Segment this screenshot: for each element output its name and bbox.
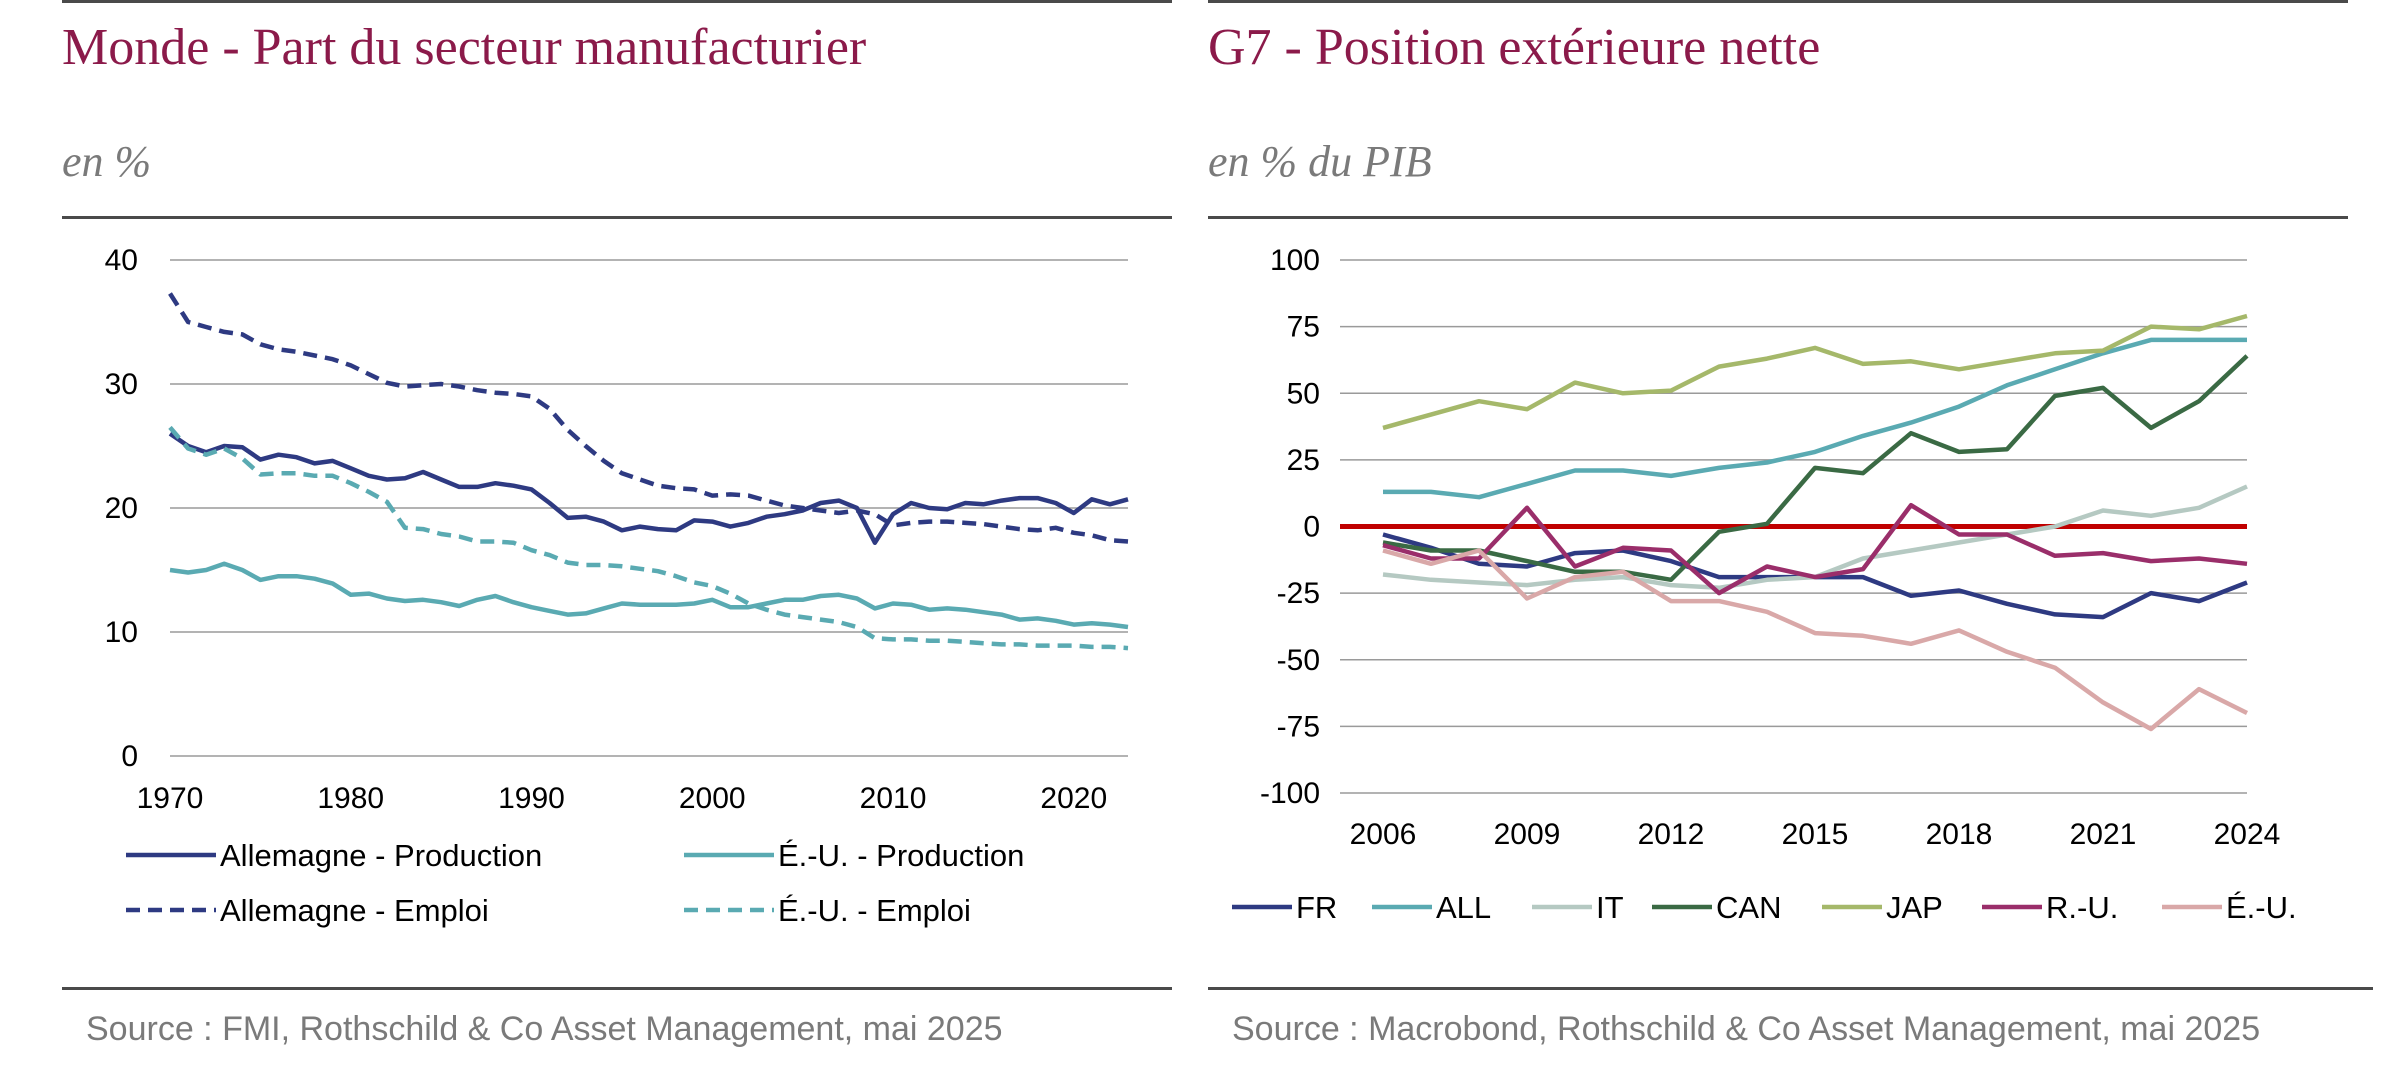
y-tick-label: 30 xyxy=(105,368,138,401)
source-note: Source : Macrobond, Rothschild & Co Asse… xyxy=(1232,1010,2261,1048)
y-tick-label: 25 xyxy=(1287,444,1320,477)
header-rule xyxy=(62,216,1172,219)
legend-label-allemagne-production: Allemagne - Production xyxy=(220,838,542,873)
y-tick-label: 0 xyxy=(121,740,138,773)
x-tick-label: 2000 xyxy=(679,782,746,815)
y-tick-label: 100 xyxy=(1270,244,1320,277)
series-line-jap xyxy=(1382,313,2248,431)
x-tick-label: 2012 xyxy=(1638,818,1705,851)
series-line-r-u xyxy=(1382,502,2248,596)
y-tick-label: -25 xyxy=(1277,577,1320,610)
series-line-it xyxy=(1382,484,2248,591)
x-tick-label: 2009 xyxy=(1494,818,1561,851)
legend-label-e-u-production: É.-U. - Production xyxy=(778,838,1024,873)
y-tick-label: 20 xyxy=(105,492,138,525)
x-tick-label: 2010 xyxy=(860,782,927,815)
y-tick-label: -75 xyxy=(1277,710,1320,743)
series-line-e-u-emploi xyxy=(168,425,1129,651)
x-tick-label: 2018 xyxy=(1926,818,1993,851)
legend-label-it: IT xyxy=(1596,890,1624,925)
left-chart-panel: Monde - Part du secteur manufacturier en… xyxy=(0,0,1190,1075)
x-tick-label: 1970 xyxy=(137,782,204,815)
chart-title: Monde - Part du secteur manufacturier xyxy=(62,19,867,76)
series-line-allemagne-emploi xyxy=(168,292,1129,544)
y-tick-label: -100 xyxy=(1260,777,1320,810)
footer-rule xyxy=(1208,987,2373,990)
top-rule xyxy=(62,0,1172,3)
x-tick-label: 2020 xyxy=(1040,782,1107,815)
y-tick-label: 75 xyxy=(1287,311,1320,344)
right-chart-panel: G7 - Position extérieure nette en % du P… xyxy=(1190,0,2400,1075)
legend-label-allemagne-emploi: Allemagne - Emploi xyxy=(220,893,489,928)
y-tick-label: 0 xyxy=(1303,511,1320,544)
footer-rule xyxy=(62,987,1172,990)
x-tick-label: 2021 xyxy=(2070,818,2137,851)
legend-label-fr: FR xyxy=(1296,890,1337,925)
net-external-position-chart: -100 -75 -50 -25 0 25 50 75 100 2006 2009 2012 2015 2… xyxy=(1232,244,2297,925)
series-line-can xyxy=(1382,354,2249,583)
header-rule xyxy=(1208,216,2348,219)
top-rule xyxy=(1208,0,2348,3)
legend-label-e-u-emploi: É.-U. - Emploi xyxy=(778,893,971,928)
legend-label-jap: JAP xyxy=(1886,890,1943,925)
y-tick-label: 50 xyxy=(1287,377,1320,410)
series-line-e-u-production xyxy=(169,561,1129,630)
series-line-e-u xyxy=(1382,548,2249,732)
legend-label-e-u: É.-U. xyxy=(2226,890,2297,925)
y-tick-label: -50 xyxy=(1277,644,1320,677)
legend-label-r-u: R.-U. xyxy=(2046,890,2118,925)
x-tick-label: 1980 xyxy=(317,782,384,815)
x-tick-label: 2015 xyxy=(1782,818,1849,851)
legend-label-all: ALL xyxy=(1436,890,1491,925)
series-line-all xyxy=(1383,337,2247,500)
manufacturing-share-chart: 0 10 20 30 40 1970 1980 1990 2000 2010 2020 Allemag… xyxy=(105,244,1129,928)
series-line-allemagne-production xyxy=(168,431,1129,545)
x-tick-label: 2024 xyxy=(2214,818,2281,851)
chart-subtitle: en % xyxy=(62,137,152,186)
chart-subtitle: en % du PIB xyxy=(1208,137,1432,186)
y-tick-label: 10 xyxy=(105,616,138,649)
x-tick-label: 1990 xyxy=(498,782,565,815)
y-tick-label: 40 xyxy=(105,244,138,277)
legend-label-can: CAN xyxy=(1716,890,1781,925)
x-tick-label: 2006 xyxy=(1350,818,1417,851)
source-note: Source : FMI, Rothschild & Co Asset Mana… xyxy=(86,1010,1003,1048)
chart-title: G7 - Position extérieure nette xyxy=(1208,19,1821,76)
